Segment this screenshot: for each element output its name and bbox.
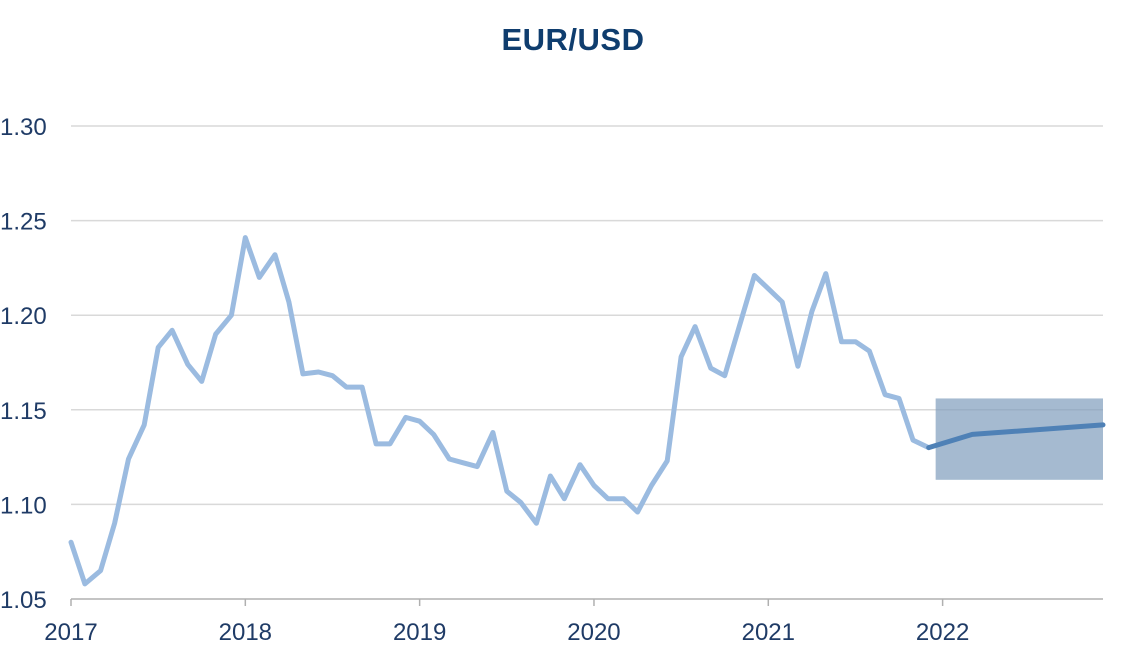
y-tick-label: 1.20 [0,303,47,330]
y-tick-label: 1.25 [0,209,47,236]
x-tick-label: 2022 [916,619,969,646]
y-tick-label: 1.30 [0,114,47,141]
x-tick-label: 2019 [393,619,446,646]
y-tick-label: 1.15 [0,398,47,425]
axes [70,598,1103,606]
history-line [68,235,932,587]
gridlines [71,125,1103,506]
y-tick-label: 1.05 [0,587,47,614]
x-tick-label: 2021 [742,619,795,646]
x-axis-tick-labels: 2017 2018 2019 2020 2021 2022 [44,619,969,646]
y-axis-tick-labels: 1.05 1.10 1.15 1.20 1.25 1.30 [0,114,47,614]
x-tick-label: 2018 [219,619,272,646]
forecast-line [926,422,1106,451]
x-tick-label: 2020 [567,619,620,646]
x-tick-label: 2017 [44,619,97,646]
series-lines [68,235,1106,587]
y-tick-label: 1.10 [0,492,47,519]
chart-title: EUR/USD [501,22,645,57]
